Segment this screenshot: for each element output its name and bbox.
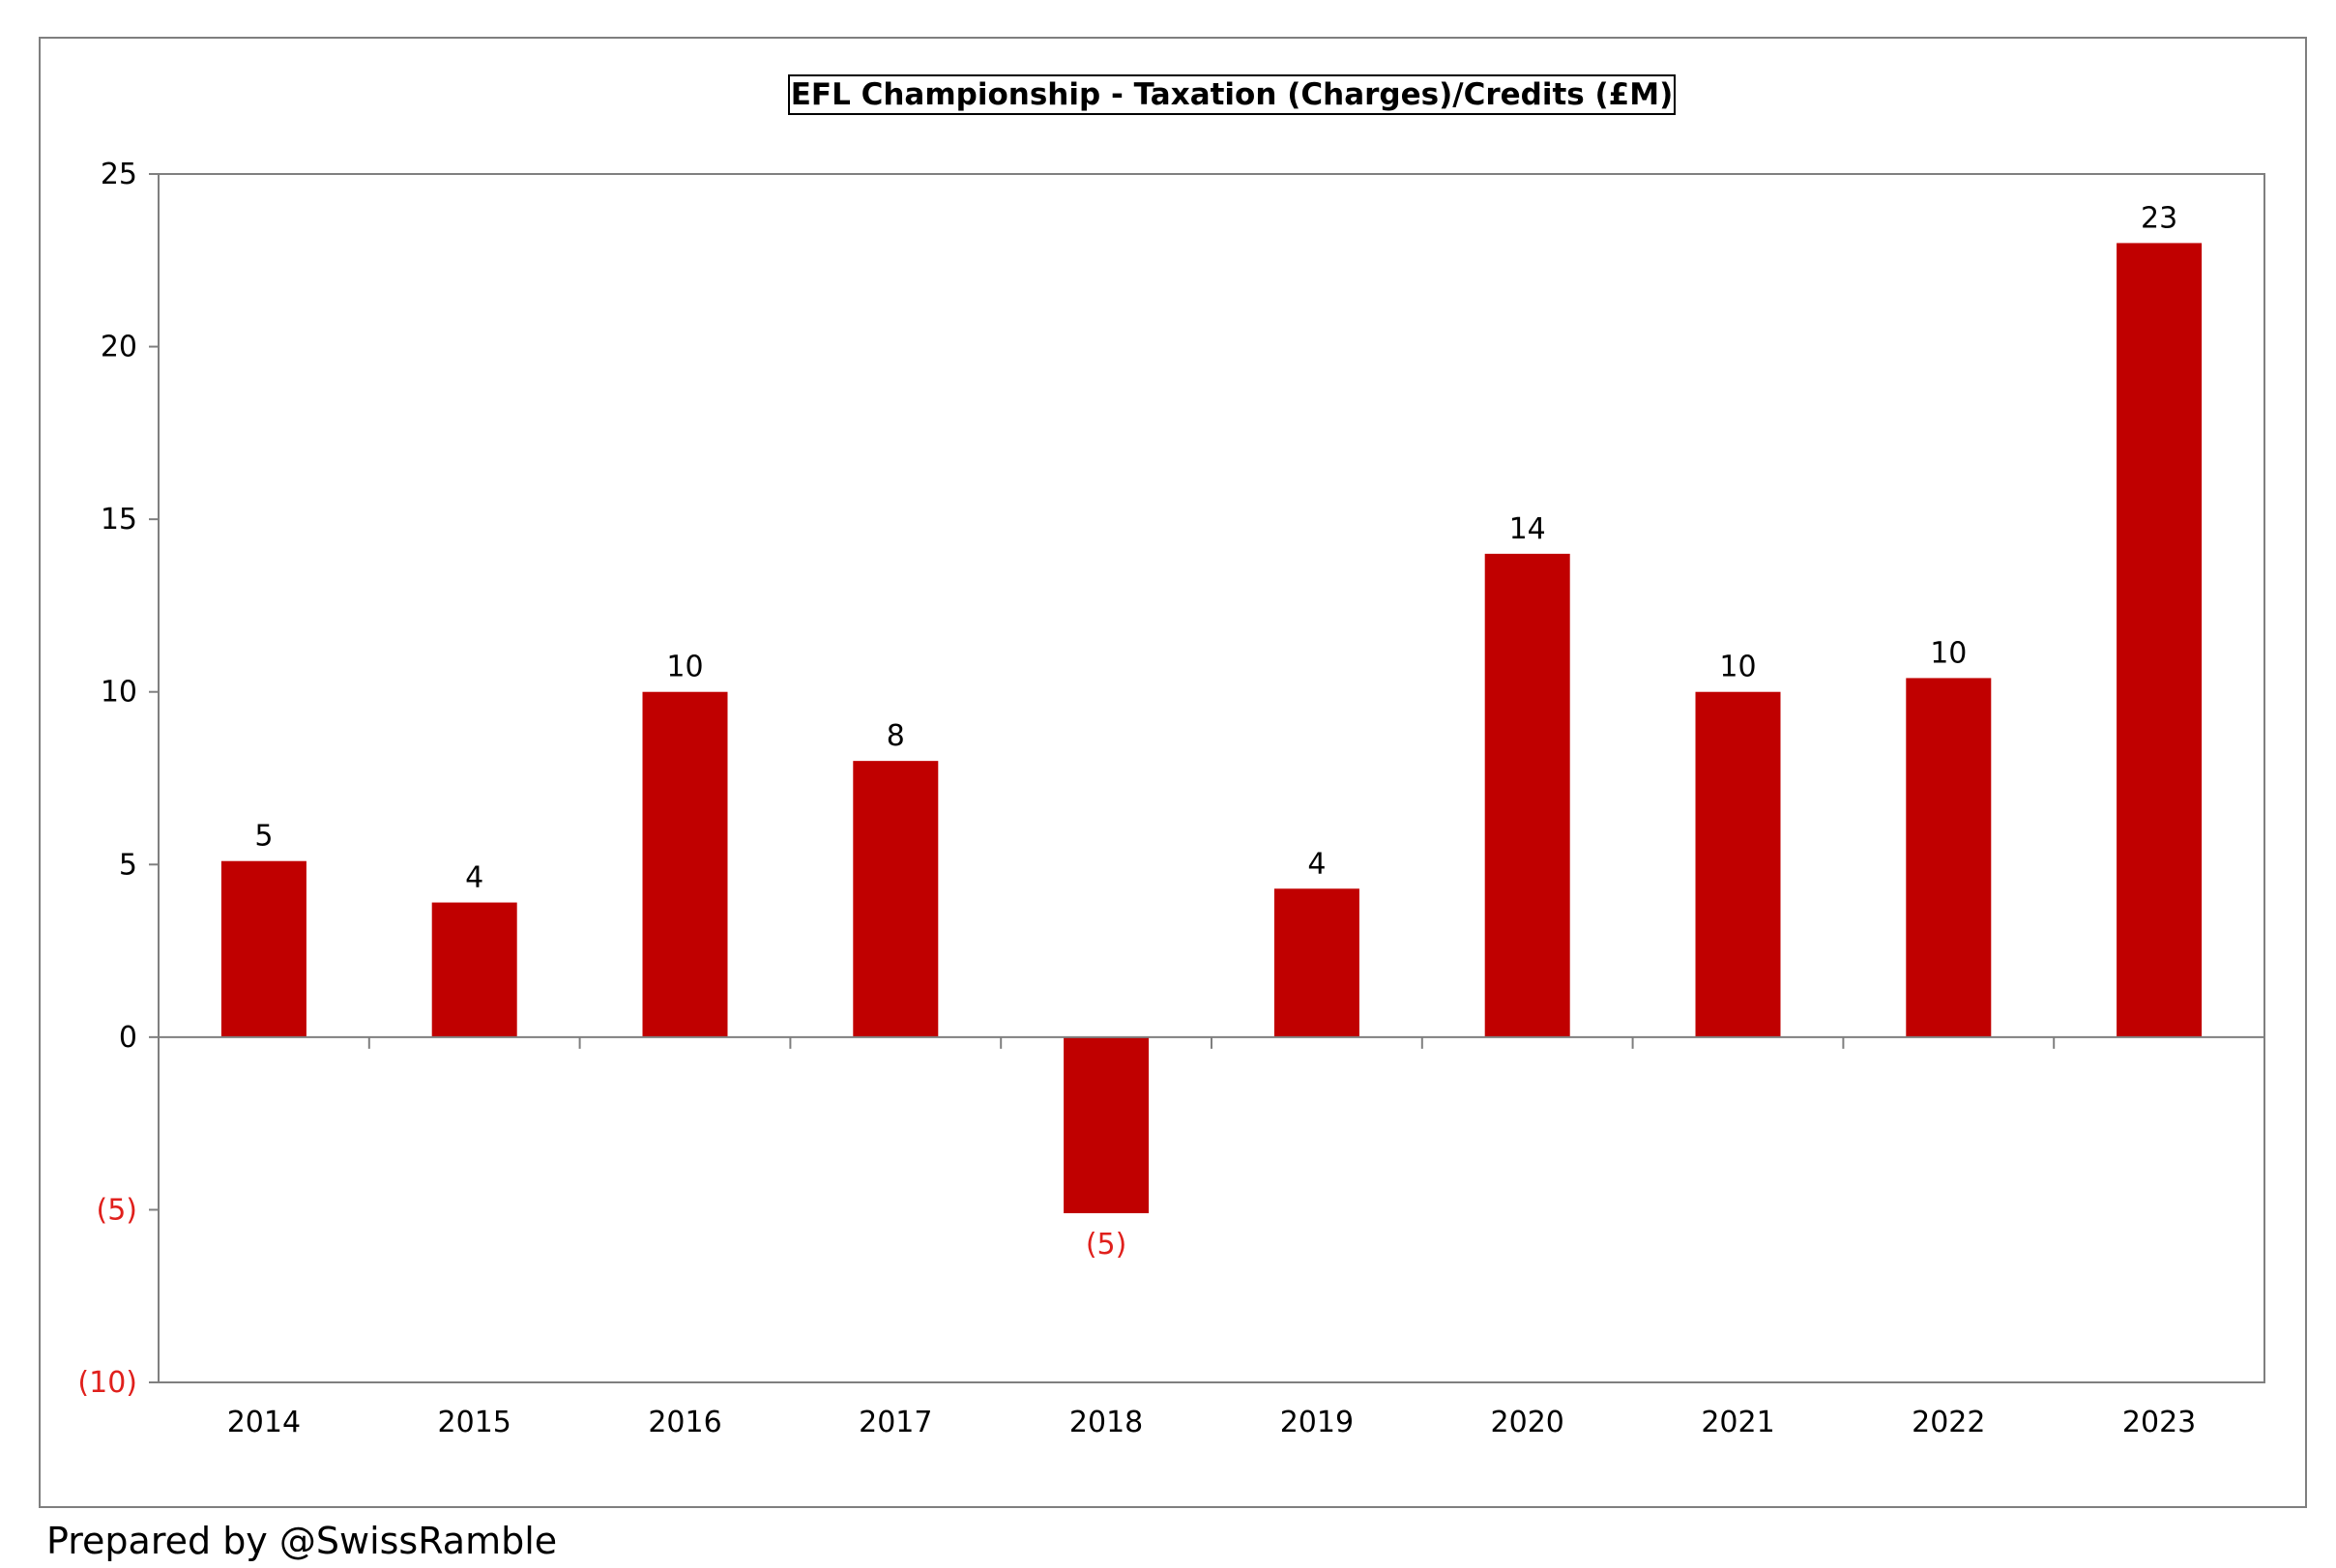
x-tick-label: 2021	[1701, 1406, 1774, 1439]
data-label-2017: 8	[887, 719, 905, 753]
x-tick-label: 2020	[1491, 1406, 1564, 1439]
x-tick-label: 2015	[438, 1406, 511, 1439]
data-label-2023: 23	[2141, 201, 2177, 235]
chart-title: EFL Championship - Taxation (Charges)/Cr…	[788, 74, 1676, 115]
bar-2021	[1695, 691, 1781, 1037]
bar-2017	[853, 761, 939, 1037]
x-tick-label: 2018	[1069, 1406, 1143, 1439]
bar-2022	[1906, 678, 1992, 1037]
y-tick-label: 20	[101, 331, 137, 364]
y-tick-label: 5	[119, 848, 137, 882]
x-tick-label: 2017	[859, 1406, 932, 1439]
footer-credit: Prepared by @SwissRamble	[46, 1520, 558, 1562]
bar-2020	[1484, 553, 1570, 1037]
y-tick-label: 0	[119, 1021, 137, 1055]
y-tick-label: (10)	[77, 1366, 137, 1400]
bar-2019	[1273, 888, 1359, 1037]
data-label-2020: 14	[1509, 512, 1546, 546]
data-label-2019: 4	[1307, 847, 1326, 881]
data-label-2014: 5	[254, 820, 273, 854]
bar-2018	[1064, 1036, 1150, 1213]
x-tick-label: 2014	[227, 1406, 301, 1439]
data-label-2022: 10	[1930, 636, 1967, 670]
y-tick-label: 25	[101, 158, 137, 191]
bar-2014	[220, 860, 307, 1037]
x-tick-label: 2019	[1280, 1406, 1354, 1439]
x-tick-label: 2022	[1912, 1406, 1985, 1439]
y-tick-label: 15	[101, 503, 137, 537]
y-tick-label: (5)	[97, 1193, 138, 1227]
bar-2023	[2117, 243, 2203, 1037]
y-tick-label: 10	[101, 676, 137, 710]
data-label-2016: 10	[666, 651, 703, 684]
data-label-2015: 4	[465, 861, 483, 895]
data-label-2018: (5)	[1086, 1228, 1127, 1262]
x-tick-label: 2016	[648, 1406, 721, 1439]
x-tick-label: 2023	[2122, 1406, 2196, 1439]
bar-2016	[642, 691, 728, 1037]
bar-2015	[431, 902, 517, 1037]
data-label-2021: 10	[1719, 651, 1756, 684]
